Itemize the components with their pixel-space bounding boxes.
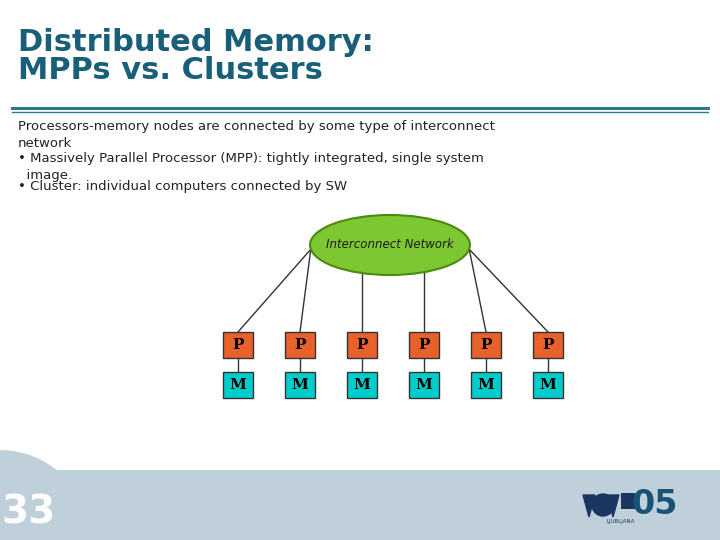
Text: P: P [356, 338, 368, 352]
Text: M: M [354, 378, 370, 392]
Text: • Cluster: individual computers connected by SW: • Cluster: individual computers connecte… [18, 180, 347, 193]
FancyBboxPatch shape [471, 372, 501, 398]
Text: P: P [418, 338, 430, 352]
Text: P: P [233, 338, 244, 352]
Wedge shape [0, 450, 90, 540]
Text: P: P [542, 338, 554, 352]
FancyBboxPatch shape [533, 332, 563, 358]
Text: Interconnect Network: Interconnect Network [326, 239, 454, 252]
FancyBboxPatch shape [471, 332, 501, 358]
Text: P: P [480, 338, 492, 352]
Polygon shape [583, 495, 595, 517]
Circle shape [592, 494, 614, 516]
Text: M: M [477, 378, 495, 392]
FancyBboxPatch shape [285, 372, 315, 398]
FancyBboxPatch shape [223, 332, 253, 358]
Text: 33: 33 [1, 493, 55, 531]
Bar [0, 470, 720, 540]
Text: P: P [294, 338, 306, 352]
FancyBboxPatch shape [409, 332, 439, 358]
Text: M: M [230, 378, 246, 392]
Text: MPPs vs. Clusters: MPPs vs. Clusters [18, 56, 323, 85]
Ellipse shape [310, 215, 470, 275]
FancyBboxPatch shape [285, 332, 315, 358]
Text: Processors-memory nodes are connected by some type of interconnect
network: Processors-memory nodes are connected by… [18, 120, 495, 150]
Text: M: M [415, 378, 433, 392]
Text: M: M [292, 378, 308, 392]
FancyBboxPatch shape [409, 372, 439, 398]
FancyBboxPatch shape [347, 332, 377, 358]
FancyBboxPatch shape [223, 372, 253, 398]
Polygon shape [607, 495, 619, 517]
Text: 05: 05 [631, 489, 678, 522]
Text: • Massively Parallel Processor (MPP): tightly integrated, single system
  image.: • Massively Parallel Processor (MPP): ti… [18, 152, 484, 182]
FancyBboxPatch shape [347, 372, 377, 398]
Text: M: M [539, 378, 557, 392]
Text: LJUBLJANA: LJUBLJANA [607, 518, 635, 523]
FancyBboxPatch shape [533, 372, 563, 398]
Bar [621, 493, 635, 509]
Text: Distributed Memory:: Distributed Memory: [18, 28, 374, 57]
